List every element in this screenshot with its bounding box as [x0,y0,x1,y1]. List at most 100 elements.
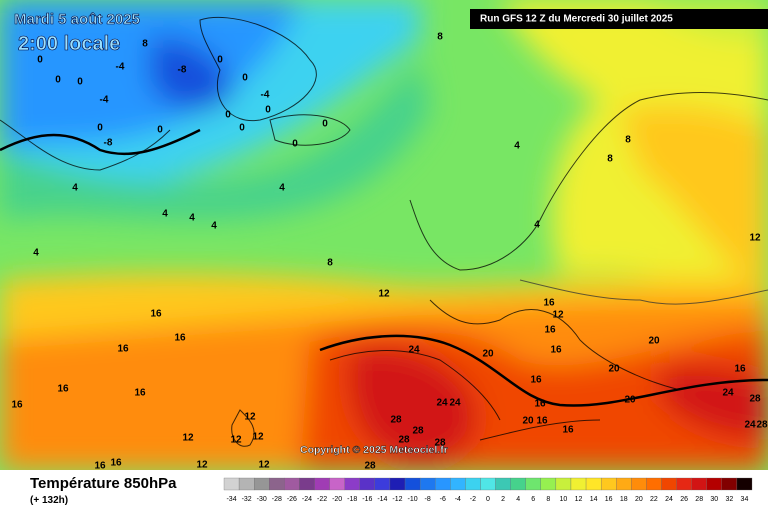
contour-label: -4 [116,62,125,73]
legend-swatch [736,477,753,491]
contour-label: 16 [11,400,23,411]
legend-label: 16 [605,496,613,503]
legend-label: 6 [531,496,535,503]
legend-label: 20 [635,496,643,503]
legend-swatch [495,477,511,491]
legend-swatch [525,477,541,491]
contour-label: 12 [378,289,390,300]
contour-label: 4 [279,183,285,194]
legend-swatch [389,477,406,491]
contour-label: -4 [100,95,109,106]
contour-label: 12 [196,460,208,471]
legend-label: 14 [590,496,598,503]
legend-label: -26 [287,496,297,503]
contour-label: 28 [398,435,410,446]
legend-swatch [676,477,692,491]
contour-label: 16 [530,375,542,386]
legend-label: -8 [425,496,431,503]
contour-label: 12 [258,460,270,471]
legend-swatch [721,477,738,491]
legend-label: 4 [516,496,520,503]
contour-label: 12 [749,233,761,244]
legend-swatch [359,477,376,491]
legend-swatch [600,477,617,491]
legend-swatch [646,477,662,491]
contour-label: 28 [364,461,376,472]
contour-label: 0 [77,77,83,88]
contour-label: 24 [449,398,461,409]
contour-label: 20 [648,336,660,347]
legend-swatch [661,477,677,491]
contour-label: 8 [142,39,148,50]
copyright: Copyright © 2025 Meteociel.fr [300,444,448,456]
legend-swatch [465,477,481,491]
contour-label: 16 [57,384,69,395]
contour-label: 12 [230,435,242,446]
legend-label: 30 [710,496,718,503]
contour-label: 16 [550,345,562,356]
legend-swatch [329,477,345,491]
legend-label: -32 [242,496,252,503]
contour-label: 16 [110,458,122,469]
legend-swatch [450,477,466,491]
legend-swatch [269,477,285,491]
legend-label: -6 [440,496,446,503]
contour-label: 24 [744,420,756,431]
legend-label: 8 [546,496,550,503]
contour-label: 0 [265,105,271,116]
contour-label: 16 [117,344,129,355]
contour-label: 28 [756,420,768,431]
lead-time: (+ 132h) [30,495,68,506]
legend-label: 24 [665,496,673,503]
contour-label: 0 [292,139,298,150]
contour-label: 4 [72,183,78,194]
contour-label: 12 [252,432,264,443]
legend-label: -24 [302,496,312,503]
contour-label: 8 [625,135,631,146]
contour-label: 24 [408,345,420,356]
contour-label: 4 [534,220,540,231]
contour-label: -4 [261,90,270,101]
footer-bar [0,470,768,512]
legend-swatch [254,477,270,491]
legend-label: 18 [620,496,628,503]
legend-swatch [510,477,526,491]
legend-swatch [374,477,391,491]
contour-label: 16 [543,298,555,309]
contour-label: 12 [552,310,564,321]
contour-label: 12 [182,433,194,444]
legend-swatch [631,477,647,491]
contour-label: 4 [211,221,217,232]
contour-label: 16 [534,399,546,410]
contour-label: 16 [562,425,574,436]
contour-label: 4 [33,248,39,259]
contour-label: 0 [217,55,223,66]
legend-swatch [299,477,315,491]
legend-label: 28 [695,496,703,503]
legend-swatch [284,477,300,491]
legend-label: 22 [650,496,658,503]
legend-label: -2 [470,496,476,503]
legend-swatch [585,477,602,491]
legend-label: -20 [332,496,342,503]
contour-label: 0 [242,73,248,84]
contour-label: 20 [608,364,620,375]
legend-swatch [419,477,436,491]
legend-label: -12 [392,496,402,503]
legend-label: -14 [377,496,387,503]
contour-label: 0 [97,123,103,134]
contour-label: 8 [607,154,613,165]
contour-label: 24 [436,398,448,409]
legend-swatch [540,477,557,491]
contour-label: 8 [327,258,333,269]
contour-label: 4 [162,209,168,220]
legend-swatch [435,477,451,491]
contour-label: 16 [134,388,146,399]
contour-label: 16 [94,461,106,472]
contour-label: 4 [189,213,195,224]
contour-label: 16 [734,364,746,375]
legend-swatch [691,477,707,491]
field-title: Température 850hPa [30,475,177,492]
